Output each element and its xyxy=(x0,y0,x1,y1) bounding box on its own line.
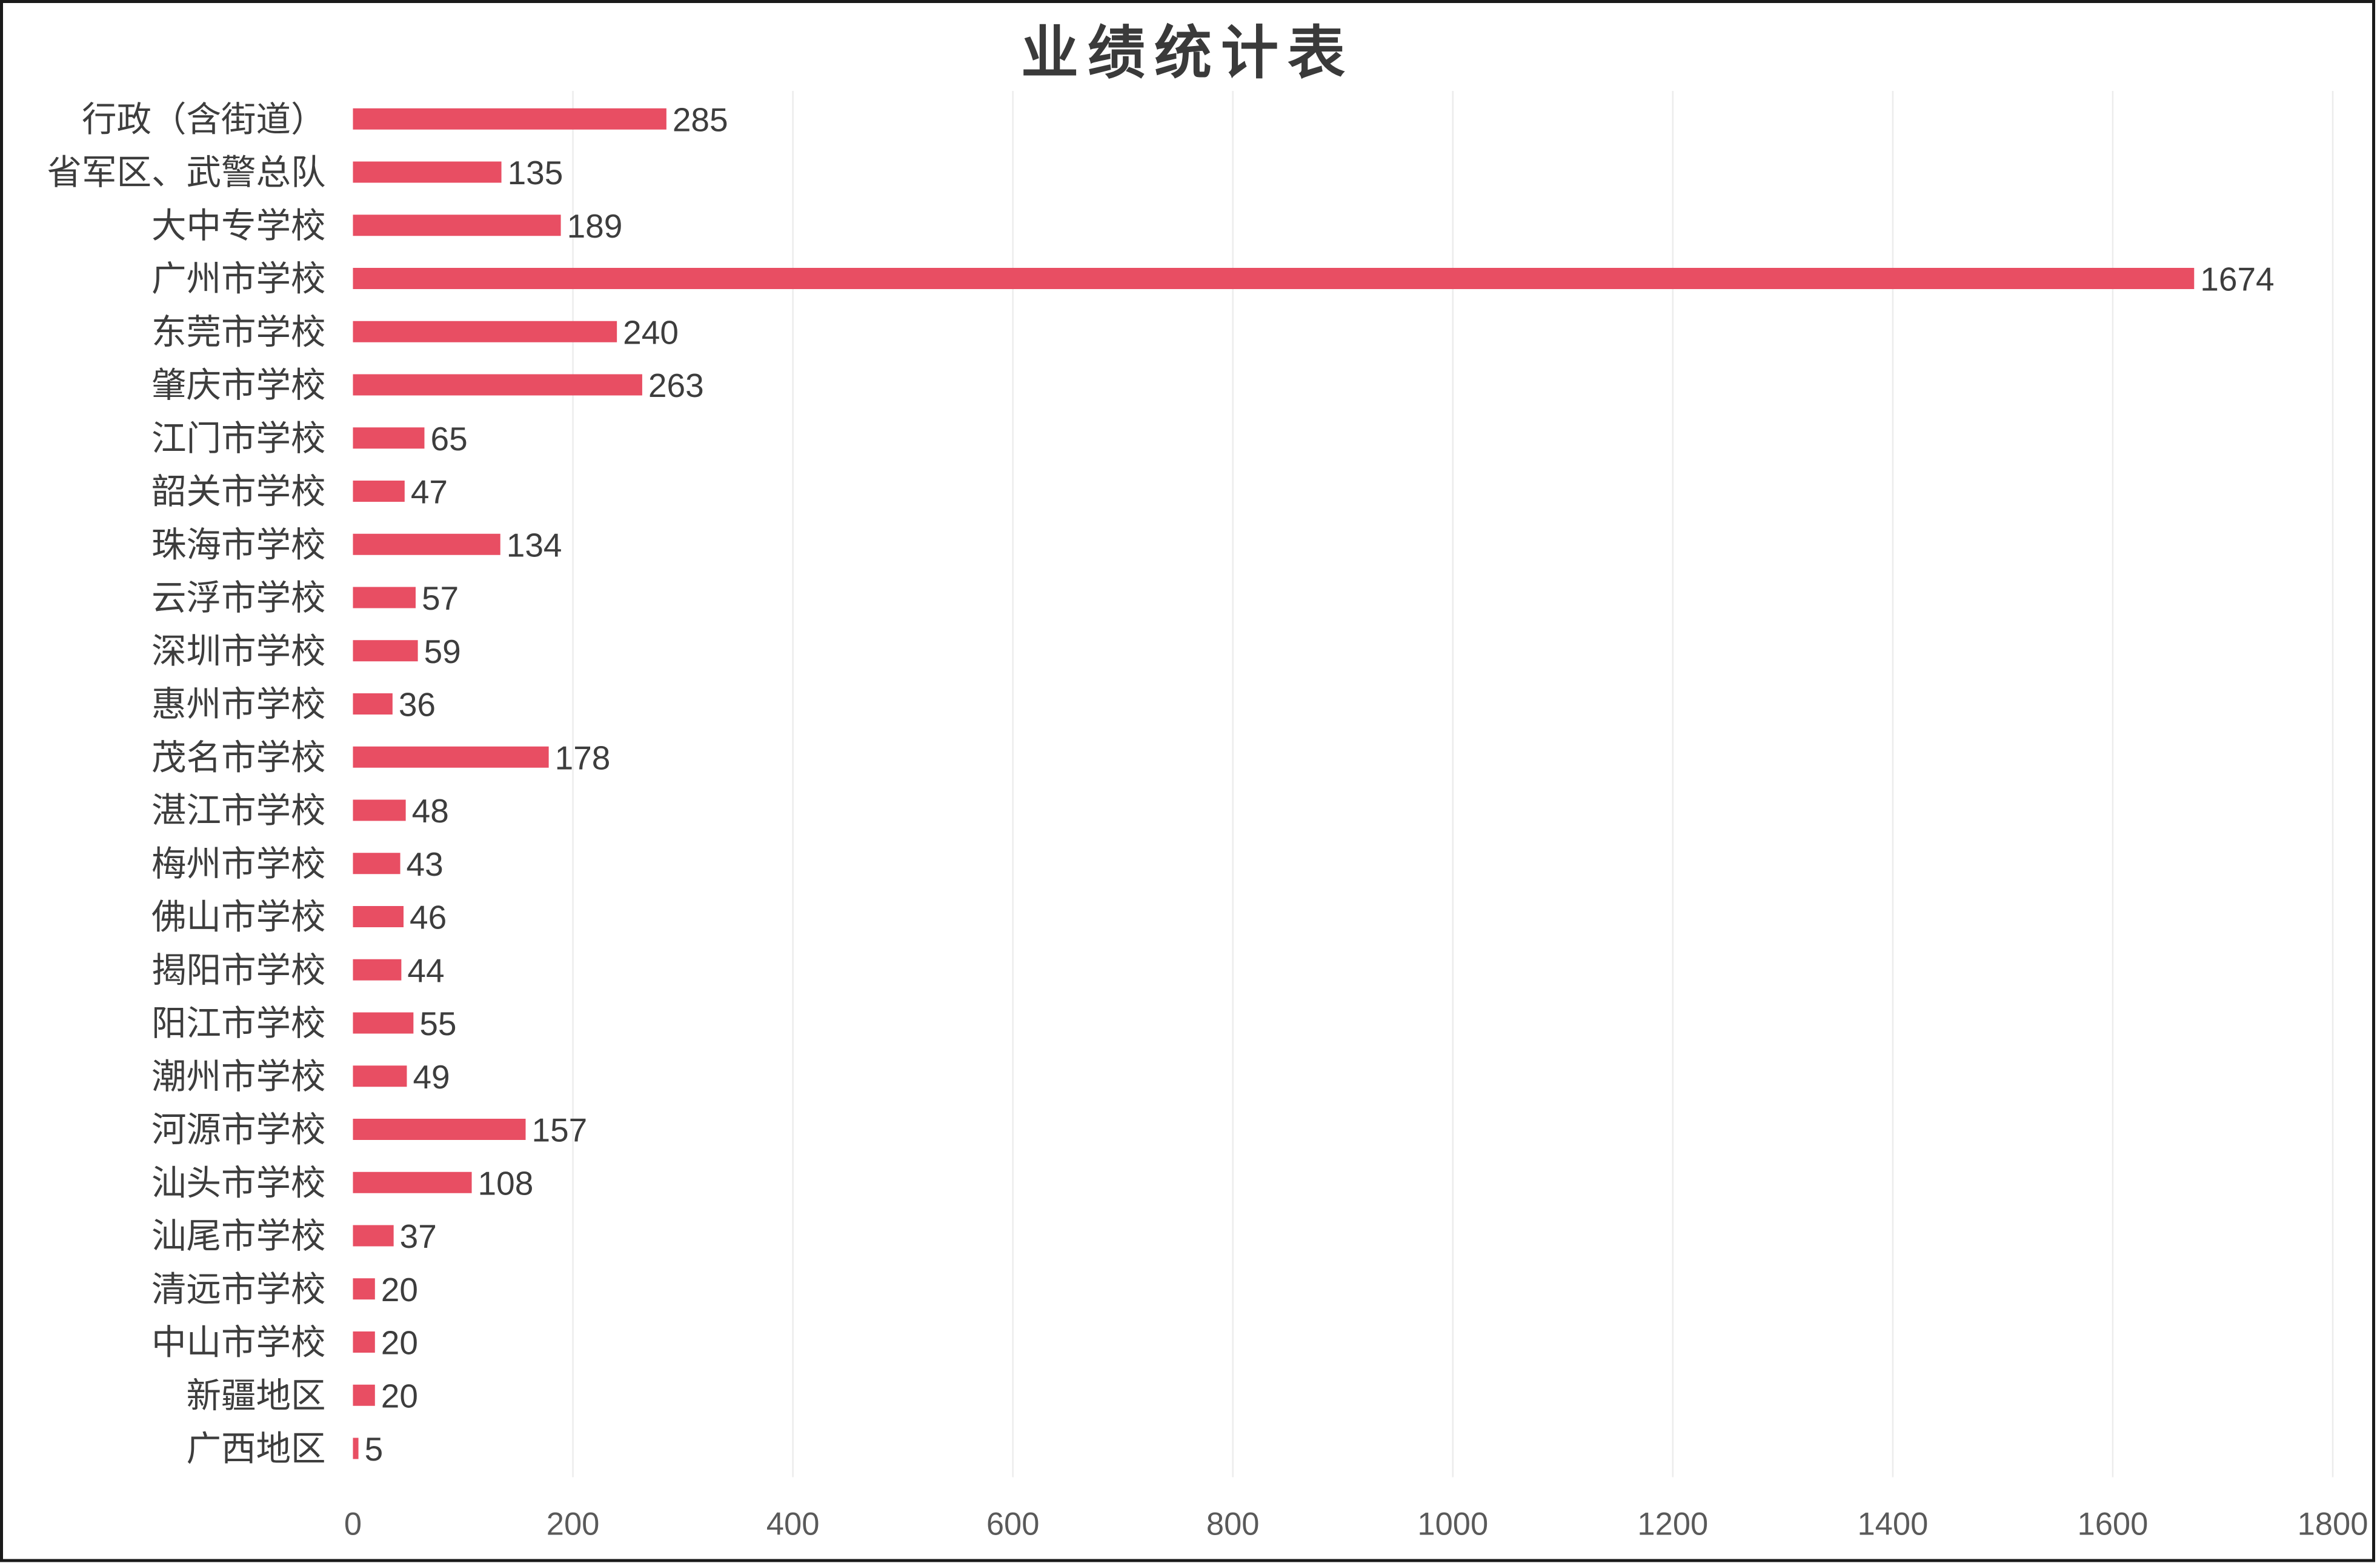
value-label: 5 xyxy=(365,1430,384,1468)
value-label: 37 xyxy=(400,1218,437,1255)
x-tick-label: 800 xyxy=(1206,1507,1260,1542)
bar xyxy=(353,853,401,875)
category-label: 茂名市学校 xyxy=(151,737,326,778)
bar xyxy=(353,1119,526,1140)
value-label: 49 xyxy=(413,1058,450,1096)
category-label: 汕头市学校 xyxy=(151,1162,326,1203)
category-label: 梅州市学校 xyxy=(151,844,326,884)
chart-title: 业绩统计表 xyxy=(1020,19,1354,87)
value-label: 285 xyxy=(673,101,728,138)
category-label: 河源市学校 xyxy=(151,1110,326,1150)
bar xyxy=(353,1012,414,1034)
value-label: 134 xyxy=(507,526,562,564)
value-label: 59 xyxy=(424,633,461,670)
x-tick-label: 1800 xyxy=(2298,1507,2368,1542)
bar xyxy=(353,427,425,449)
value-label: 43 xyxy=(407,845,444,883)
value-label: 46 xyxy=(410,899,447,936)
x-tick-label: 400 xyxy=(766,1507,820,1542)
x-tick-label: 200 xyxy=(547,1507,600,1542)
value-label: 36 xyxy=(399,686,436,724)
category-label: 汕尾市学校 xyxy=(151,1216,326,1256)
bar xyxy=(353,481,405,502)
value-label: 240 xyxy=(623,313,679,351)
bar xyxy=(353,746,549,768)
bar xyxy=(353,799,406,821)
category-label: 云浮市学校 xyxy=(151,578,326,618)
category-label: 肇庆市学校 xyxy=(151,365,326,405)
bar xyxy=(353,215,561,236)
category-label: 深圳市学校 xyxy=(151,631,326,671)
category-label: 行政（含街道） xyxy=(82,99,326,139)
bar xyxy=(353,693,393,715)
category-label: 省军区、武警总队 xyxy=(47,152,326,193)
value-label: 55 xyxy=(419,1005,456,1042)
x-tick-label: 600 xyxy=(986,1507,1040,1542)
category-label: 珠海市学校 xyxy=(151,524,326,565)
category-label: 潮州市学校 xyxy=(151,1056,326,1097)
bar xyxy=(353,161,502,183)
category-label: 东莞市学校 xyxy=(151,312,326,352)
gridlines xyxy=(572,91,2334,1478)
bar xyxy=(353,640,418,662)
bar xyxy=(353,1065,407,1087)
value-label: 263 xyxy=(648,367,704,404)
x-tick-label: 1400 xyxy=(1857,1507,1928,1542)
bar xyxy=(353,1384,375,1406)
bar xyxy=(353,1331,375,1353)
category-label: 广州市学校 xyxy=(151,259,326,299)
value-label: 47 xyxy=(411,473,448,511)
value-label: 20 xyxy=(381,1271,418,1308)
value-label: 178 xyxy=(555,739,611,776)
bar xyxy=(353,1278,375,1300)
value-label: 44 xyxy=(407,951,444,989)
category-label: 惠州市学校 xyxy=(151,684,326,725)
value-label: 57 xyxy=(422,579,459,617)
bar xyxy=(353,533,500,555)
x-tick-label: 1600 xyxy=(2078,1507,2149,1542)
bar xyxy=(353,1171,472,1193)
bars xyxy=(353,108,2195,1459)
category-label: 广西地区 xyxy=(187,1428,326,1469)
bar xyxy=(353,268,2195,289)
category-label: 中山市学校 xyxy=(151,1322,326,1363)
x-tick-label: 1000 xyxy=(1417,1507,1488,1542)
bar xyxy=(353,1225,394,1247)
category-label: 阳江市学校 xyxy=(151,1003,326,1044)
bar xyxy=(353,321,617,342)
bar xyxy=(353,374,642,396)
x-tick-label: 1200 xyxy=(1637,1507,1708,1542)
bar xyxy=(353,587,416,608)
category-label: 揭阳市学校 xyxy=(151,950,326,990)
value-label: 108 xyxy=(478,1164,534,1202)
labels: 0 200 400 600 800 1000 1200 1400 1600 1800 行政（含街道）… xyxy=(47,99,2368,1542)
value-label: 20 xyxy=(381,1324,418,1362)
category-label: 湛江市学校 xyxy=(151,790,326,831)
value-label: 1674 xyxy=(2200,261,2274,298)
value-label: 65 xyxy=(430,420,467,458)
value-label: 157 xyxy=(531,1111,587,1149)
category-label: 江门市学校 xyxy=(151,418,326,459)
x-tick-label: 0 xyxy=(344,1507,362,1542)
category-label: 清远市学校 xyxy=(151,1269,326,1310)
value-label: 135 xyxy=(508,154,563,192)
category-label: 新疆地区 xyxy=(187,1375,326,1416)
value-label: 189 xyxy=(567,207,623,245)
bar xyxy=(353,959,402,981)
category-label: 韶关市学校 xyxy=(151,471,326,512)
value-label: 20 xyxy=(381,1377,418,1414)
category-label: 大中专学校 xyxy=(151,205,326,246)
value-label: 48 xyxy=(412,792,449,830)
bar xyxy=(353,906,404,927)
bar xyxy=(353,108,666,130)
category-label: 佛山市学校 xyxy=(151,897,326,938)
bar xyxy=(353,1438,359,1459)
